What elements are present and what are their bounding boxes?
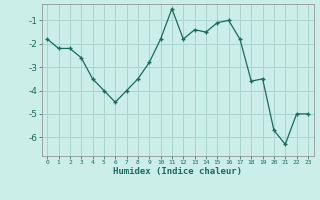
X-axis label: Humidex (Indice chaleur): Humidex (Indice chaleur) [113,167,242,176]
